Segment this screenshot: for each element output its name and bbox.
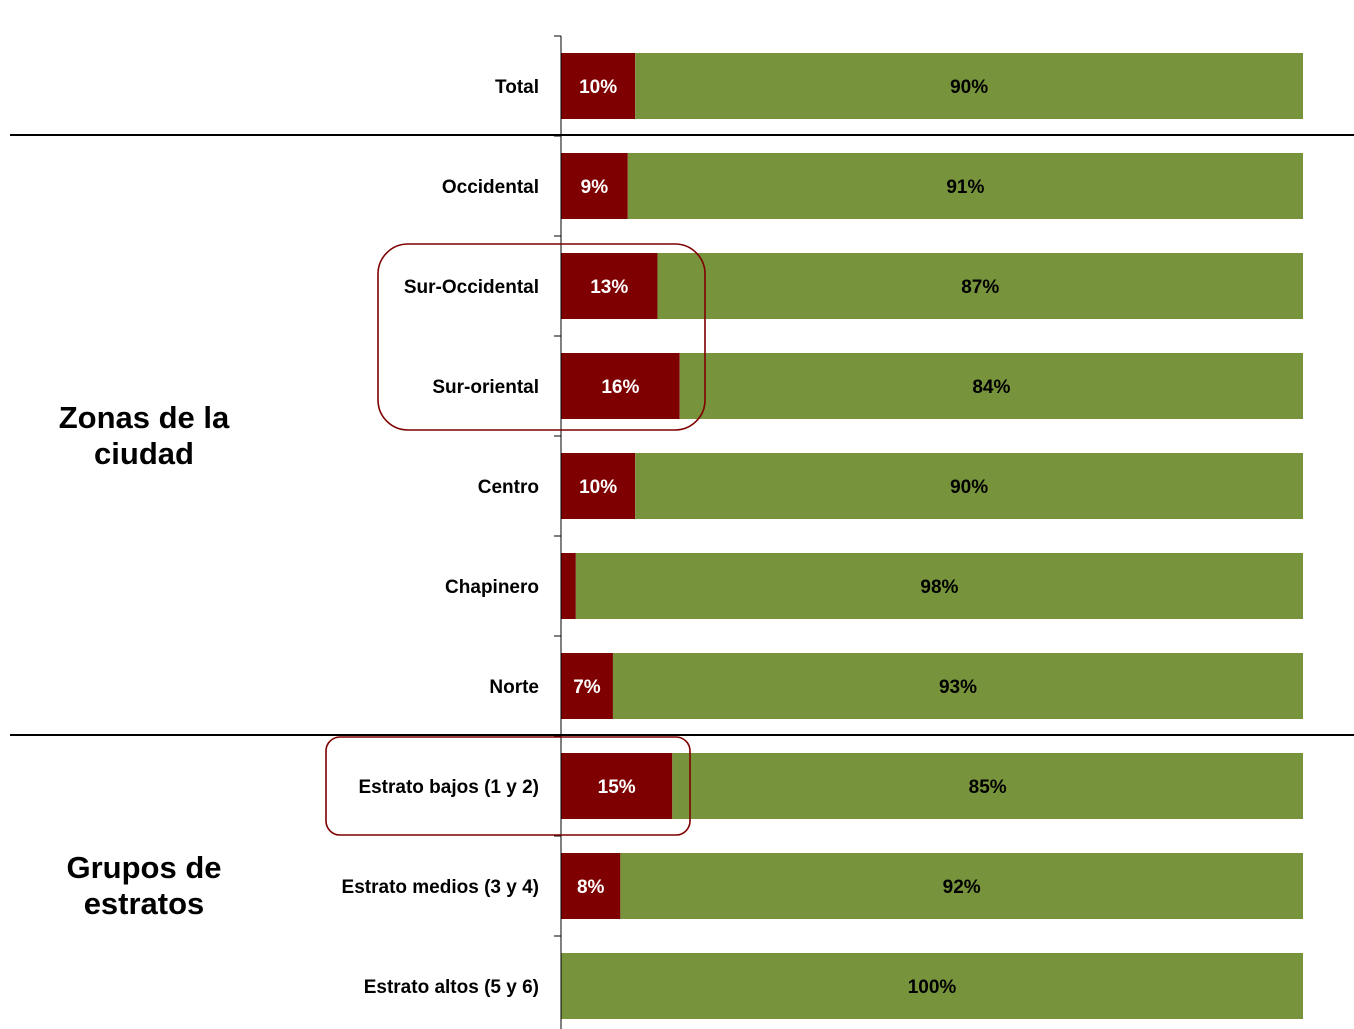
category-label-5: Chapinero [445, 577, 539, 598]
highlight-box-1 [325, 736, 691, 836]
group-label-0-line-0: Zonas de la [59, 400, 230, 435]
bar-green-3 [679, 353, 1303, 419]
bar-green-8 [620, 853, 1303, 919]
bar-green-5 [575, 553, 1303, 619]
data-label-red-1: 9% [581, 177, 609, 198]
bar-red-2 [561, 253, 658, 319]
bar-red-4 [561, 453, 636, 519]
data-label-green-9: 100% [908, 977, 957, 998]
data-label-red-7: 15% [598, 777, 636, 798]
category-label-7: Estrato bajos (1 y 2) [358, 777, 539, 798]
bar-red-1 [561, 153, 628, 219]
bar-red-7 [561, 753, 673, 819]
bar-green-6 [612, 653, 1303, 719]
bar-red-0 [561, 53, 636, 119]
data-label-red-6: 7% [573, 677, 601, 698]
category-label-2: Sur-Occidental [404, 277, 539, 298]
category-label-1: Occidental [442, 177, 539, 198]
data-label-green-8: 92% [943, 877, 981, 898]
bar-green-7 [672, 753, 1303, 819]
data-label-red-8: 8% [577, 877, 605, 898]
group-label-1-line-0: Grupos de [66, 850, 221, 885]
data-label-green-7: 85% [969, 777, 1007, 798]
bar-green-2 [657, 253, 1303, 319]
bar-red-5 [561, 553, 576, 619]
category-label-4: Centro [478, 477, 539, 498]
category-label-8: Estrato medios (3 y 4) [342, 877, 539, 898]
group-label-0-line-1: ciudad [94, 436, 194, 471]
bar-red-8 [561, 853, 621, 919]
data-label-green-3: 84% [972, 377, 1010, 398]
data-label-red-0: 10% [579, 77, 617, 98]
data-label-green-6: 93% [939, 677, 977, 698]
category-label-6: Norte [489, 677, 539, 698]
data-label-green-4: 90% [950, 477, 988, 498]
data-label-green-1: 91% [946, 177, 984, 198]
highlight-box-0 [377, 243, 706, 431]
data-label-red-2: 13% [590, 277, 628, 298]
category-label-9: Estrato altos (5 y 6) [364, 977, 539, 998]
bar-green-9 [561, 953, 1303, 1019]
bar-red-6 [561, 653, 613, 719]
bar-green-0 [635, 53, 1303, 119]
data-label-green-2: 87% [961, 277, 999, 298]
data-label-red-3: 16% [601, 377, 639, 398]
bar-red-3 [561, 353, 680, 419]
data-label-red-4: 10% [579, 477, 617, 498]
category-label-0: Total [495, 77, 539, 98]
data-label-green-5: 98% [920, 577, 958, 598]
bar-green-4 [635, 453, 1303, 519]
data-label-green-0: 90% [950, 77, 988, 98]
category-label-3: Sur-oriental [432, 377, 539, 398]
group-label-1-line-1: estratos [84, 886, 205, 921]
bar-green-1 [627, 153, 1303, 219]
